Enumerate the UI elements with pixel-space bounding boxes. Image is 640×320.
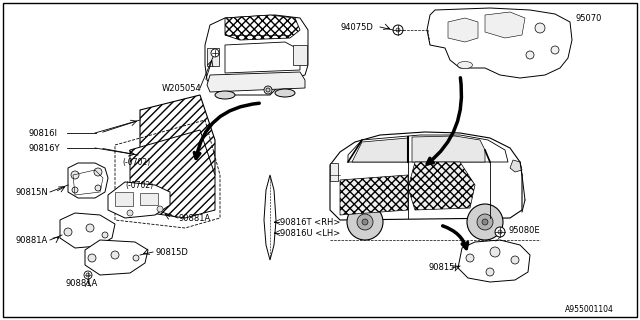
Circle shape <box>72 187 78 193</box>
Bar <box>115 192 133 206</box>
Bar <box>330 163 338 181</box>
Circle shape <box>486 268 494 276</box>
Text: 95070: 95070 <box>575 13 602 22</box>
Text: 90881A: 90881A <box>15 236 47 244</box>
Text: W205054: W205054 <box>162 84 202 92</box>
Circle shape <box>266 88 270 92</box>
Circle shape <box>482 219 488 225</box>
Circle shape <box>71 171 79 179</box>
Polygon shape <box>458 240 530 282</box>
Circle shape <box>88 254 96 262</box>
Text: (-0702): (-0702) <box>125 180 153 189</box>
Bar <box>207 48 219 66</box>
Circle shape <box>551 46 559 54</box>
Circle shape <box>490 247 500 257</box>
Circle shape <box>86 273 90 277</box>
Circle shape <box>127 210 133 216</box>
Circle shape <box>264 86 272 94</box>
Text: 90881A: 90881A <box>178 213 211 222</box>
Text: 90816I: 90816I <box>28 129 57 138</box>
Text: 90815N: 90815N <box>15 188 48 196</box>
Circle shape <box>526 51 534 59</box>
Circle shape <box>357 214 373 230</box>
Polygon shape <box>340 175 408 215</box>
Polygon shape <box>408 162 475 210</box>
Circle shape <box>477 214 493 230</box>
Circle shape <box>347 204 383 240</box>
Text: (-0702): (-0702) <box>122 157 150 166</box>
Circle shape <box>95 185 101 191</box>
Ellipse shape <box>275 89 295 97</box>
Circle shape <box>396 28 400 32</box>
Circle shape <box>511 256 519 264</box>
Polygon shape <box>85 240 148 275</box>
Polygon shape <box>510 160 522 172</box>
Circle shape <box>84 271 92 279</box>
Polygon shape <box>448 18 478 42</box>
Circle shape <box>94 168 102 176</box>
Circle shape <box>211 49 219 57</box>
Circle shape <box>362 219 368 225</box>
Text: 94075D: 94075D <box>340 22 373 31</box>
Circle shape <box>157 206 163 212</box>
Circle shape <box>64 228 72 236</box>
Polygon shape <box>225 42 300 73</box>
Polygon shape <box>68 163 108 198</box>
Polygon shape <box>108 182 170 218</box>
Circle shape <box>495 227 505 237</box>
Circle shape <box>111 251 119 259</box>
Bar <box>140 193 158 205</box>
Text: A955001104: A955001104 <box>565 305 614 314</box>
Circle shape <box>102 232 108 238</box>
Polygon shape <box>225 15 300 40</box>
Text: 90815I: 90815I <box>428 263 457 273</box>
Polygon shape <box>485 12 525 38</box>
Circle shape <box>133 255 139 261</box>
Text: 90881A: 90881A <box>65 278 97 287</box>
Text: 90816U <LH>: 90816U <LH> <box>280 228 340 237</box>
Text: 90816T <RH>: 90816T <RH> <box>280 218 340 227</box>
Text: 95080E: 95080E <box>508 226 540 235</box>
Ellipse shape <box>215 91 235 99</box>
Circle shape <box>393 25 403 35</box>
Polygon shape <box>352 138 408 162</box>
Polygon shape <box>140 95 215 185</box>
Bar <box>293 45 307 65</box>
Circle shape <box>467 204 503 240</box>
Text: 90815D: 90815D <box>155 247 188 257</box>
Polygon shape <box>264 175 276 260</box>
Polygon shape <box>348 135 508 162</box>
Polygon shape <box>60 213 115 248</box>
Polygon shape <box>427 8 572 78</box>
Circle shape <box>466 254 474 262</box>
Polygon shape <box>330 132 522 220</box>
Text: 90816Y: 90816Y <box>28 143 60 153</box>
Polygon shape <box>205 15 308 95</box>
Circle shape <box>86 224 94 232</box>
Polygon shape <box>130 130 215 218</box>
Ellipse shape <box>458 61 472 68</box>
Circle shape <box>498 230 502 234</box>
Polygon shape <box>207 72 305 92</box>
Circle shape <box>535 23 545 33</box>
Polygon shape <box>412 136 485 162</box>
